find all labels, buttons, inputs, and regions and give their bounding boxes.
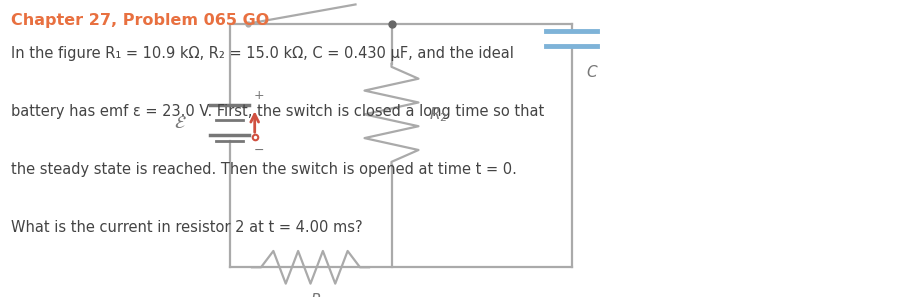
Text: +: +: [254, 89, 265, 102]
Text: $C$: $C$: [586, 64, 598, 80]
Text: What is the current in resistor 2 at t = 4.00 ms?: What is the current in resistor 2 at t =…: [11, 220, 363, 235]
Text: battery has emf ε = 23.0 V. First, the switch is closed a long time so that: battery has emf ε = 23.0 V. First, the s…: [11, 104, 544, 119]
Text: Chapter 27, Problem 065 GO: Chapter 27, Problem 065 GO: [11, 13, 269, 29]
Text: In the figure R₁ = 10.9 kΩ, R₂ = 15.0 kΩ, C = 0.430 μF, and the ideal: In the figure R₁ = 10.9 kΩ, R₂ = 15.0 kΩ…: [11, 46, 514, 61]
Text: $R_1$: $R_1$: [310, 291, 328, 297]
Text: the steady state is reached. Then the switch is opened at time t = 0.: the steady state is reached. Then the sw…: [11, 162, 517, 177]
Text: −: −: [254, 144, 265, 157]
Text: $R_2$: $R_2$: [429, 105, 447, 124]
Text: $\mathcal{E}$: $\mathcal{E}$: [174, 114, 186, 132]
